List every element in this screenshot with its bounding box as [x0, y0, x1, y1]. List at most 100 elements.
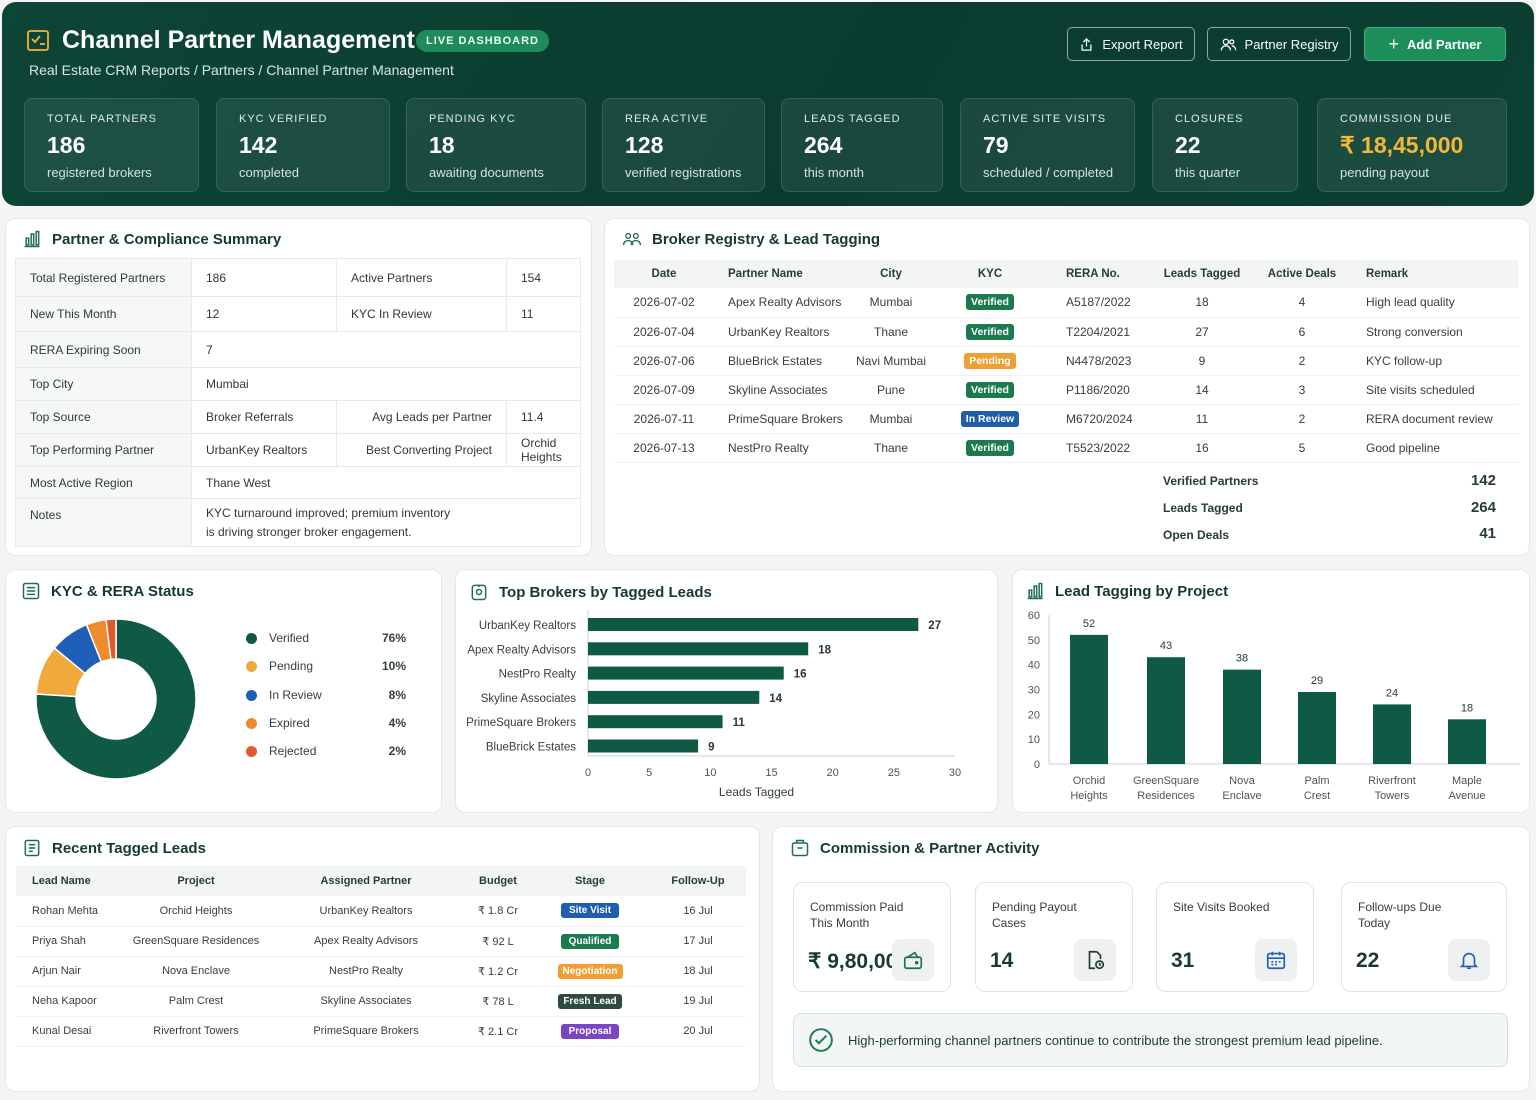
site-visits-card[interactable]: Site Visits Booked 31	[1156, 882, 1314, 992]
kpi-label: KYC VERIFIED	[239, 113, 328, 125]
bar	[1448, 719, 1486, 764]
column-header[interactable]: Leads Tagged	[1152, 260, 1252, 288]
mini-value: 22	[1356, 949, 1380, 972]
registry-cell-city: Navi Mumbai	[854, 346, 928, 376]
bar	[588, 666, 784, 680]
column-header[interactable]: Date	[614, 260, 714, 288]
registry-cell-city: Pune	[854, 375, 928, 405]
legend-dot	[246, 745, 257, 757]
column-header[interactable]: Follow-Up	[650, 866, 746, 896]
registry-row[interactable]: 2026-07-04 UrbanKey Realtors Thane Verified…	[614, 317, 1518, 347]
bar	[588, 715, 723, 729]
legend-item: In Review 8%	[246, 688, 406, 702]
registry-cell-name: NestPro Realty	[714, 433, 854, 463]
legend-label: Pending	[269, 659, 314, 673]
leads-header-row: Lead Name Project Assigned Partner Budge…	[16, 866, 746, 896]
lead-row[interactable]: Rohan Mehta Orchid Heights UrbanKey Realto…	[16, 896, 746, 927]
kpi-value: 186	[47, 132, 86, 158]
mini-value: 31	[1171, 949, 1195, 972]
legend-dot	[246, 632, 257, 644]
legend-value: 8%	[388, 688, 406, 702]
lead-cell-budget: ₹ 78 L	[466, 986, 530, 1017]
registry-cell-rera: N4478/2023	[1052, 346, 1152, 376]
stage-badge: Proposal	[561, 1023, 619, 1039]
registry-cell-deals: 6	[1252, 317, 1352, 347]
data-label: 18	[1461, 702, 1473, 714]
column-header[interactable]: Remark	[1352, 260, 1518, 288]
kpi-sub: this quarter	[1175, 165, 1241, 180]
users-icon	[1220, 38, 1236, 50]
category-label: Maple	[1452, 775, 1482, 787]
export-report-button[interactable]: Export Report	[1067, 27, 1195, 61]
column-header[interactable]: Active Deals	[1252, 260, 1352, 288]
project-leads-chart: 0 10 20 30 40 50 60 52 Orchid Heights 43 GreenSquar…	[1028, 610, 1520, 802]
legend-item: Pending 10%	[246, 659, 406, 673]
kpi-label: COMMISSION DUE	[1340, 113, 1453, 125]
registry-cell-city: Thane	[854, 433, 928, 463]
column-header[interactable]: Project	[126, 866, 266, 896]
kyc-cell: Pending	[928, 346, 1052, 376]
summary-key: RERA Expiring Soon	[15, 331, 192, 368]
registry-cell-date: 2026-07-02	[614, 288, 714, 318]
summary-value: UrbanKey Realtors	[191, 433, 337, 467]
lead-cell-name: Priya Shah	[16, 926, 126, 957]
category-label: Crest	[1304, 790, 1330, 802]
column-header[interactable]: KYC	[928, 260, 1052, 288]
lead-row[interactable]: Arjun Nair Nova Enclave NestPro Realty ₹ 1.…	[16, 956, 746, 987]
header-banner: Channel Partner Management LIVE DASHBOAR…	[2, 2, 1534, 206]
registry-row[interactable]: 2026-07-11 PrimeSquare Brokers Mumbai In Re…	[614, 404, 1518, 434]
kpi-value: 142	[239, 132, 278, 158]
kpi-label: TOTAL PARTNERS	[47, 113, 157, 125]
lead-row[interactable]: Priya Shah GreenSquare Residences Apex Rea…	[16, 926, 746, 957]
registry-cell-date: 2026-07-11	[614, 404, 714, 434]
partner-registry-button[interactable]: Partner Registry	[1207, 27, 1351, 61]
check-circle-icon	[809, 1028, 833, 1052]
summary-title-text: Partner & Compliance Summary	[52, 230, 282, 248]
lead-row[interactable]: Kunal Desai Riverfront Towers PrimeSquare …	[16, 1016, 746, 1047]
commission-title-text: Commission & Partner Activity	[820, 839, 1040, 857]
tick-label: 25	[888, 767, 900, 779]
pending-payout-card[interactable]: Pending Payout Cases 14	[975, 882, 1133, 992]
bar	[1298, 691, 1336, 764]
summary-value: Broker Referrals	[191, 400, 337, 434]
column-header[interactable]: RERA No.	[1052, 260, 1152, 288]
category-label: UrbanKey Realtors	[479, 620, 576, 632]
total-value: 264	[1470, 499, 1496, 516]
kpi-label: ACTIVE SITE VISITS	[983, 113, 1107, 125]
summary-value: Orchid Heights	[506, 433, 581, 467]
registry-row[interactable]: 2026-07-13 NestPro Realty Thane Verified T55…	[614, 433, 1518, 463]
category-label: Heights	[1070, 790, 1108, 802]
kpi-sub: this month	[804, 165, 864, 180]
summary-key: Top Performing Partner	[15, 433, 192, 467]
checklist-icon	[27, 30, 49, 51]
donut-slice	[105, 618, 117, 661]
registry-cell-rera: T5523/2022	[1052, 433, 1152, 463]
donut-slice	[35, 618, 197, 780]
kpi-label: CLOSURES	[1175, 113, 1244, 125]
stage-cell: Site Visit	[530, 896, 650, 927]
column-header[interactable]: Budget	[466, 866, 530, 896]
column-header[interactable]: Lead Name	[16, 866, 126, 896]
registry-row[interactable]: 2026-07-09 Skyline Associates Pune Verified…	[614, 375, 1518, 405]
registry-cell-leads: 27	[1152, 317, 1252, 347]
tick-label: 60	[1028, 610, 1040, 622]
lead-cell-project: Orchid Heights	[126, 896, 266, 927]
bar	[1070, 634, 1108, 764]
category-label: Orchid	[1073, 775, 1105, 787]
column-header[interactable]: Stage	[530, 866, 650, 896]
column-header[interactable]: City	[854, 260, 928, 288]
breadcrumb[interactable]: Real Estate CRM Reports / Partners / Cha…	[29, 62, 454, 78]
column-header[interactable]: Assigned Partner	[266, 866, 466, 896]
add-partner-button[interactable]: + Add Partner	[1364, 27, 1506, 61]
kyc-badge: Verified	[966, 439, 1014, 456]
bar	[588, 642, 809, 656]
follow-ups-card[interactable]: Follow-ups Due Today 22	[1341, 882, 1507, 992]
column-header[interactable]: Partner Name	[714, 260, 854, 288]
stage-badge: Fresh Lead	[558, 993, 622, 1009]
tick-label: 20	[1028, 709, 1040, 721]
registry-row[interactable]: 2026-07-02 Apex Realty Advisors Mumbai Veri…	[614, 288, 1518, 318]
registry-row[interactable]: 2026-07-06 BlueBrick Estates Navi Mumbai Pe…	[614, 346, 1518, 376]
lead-row[interactable]: Neha Kapoor Palm Crest Skyline Associates ₹…	[16, 986, 746, 1017]
people-icon	[622, 232, 642, 246]
commission-paid-card[interactable]: Commission Paid This Month ₹ 9,80,000	[793, 882, 951, 992]
